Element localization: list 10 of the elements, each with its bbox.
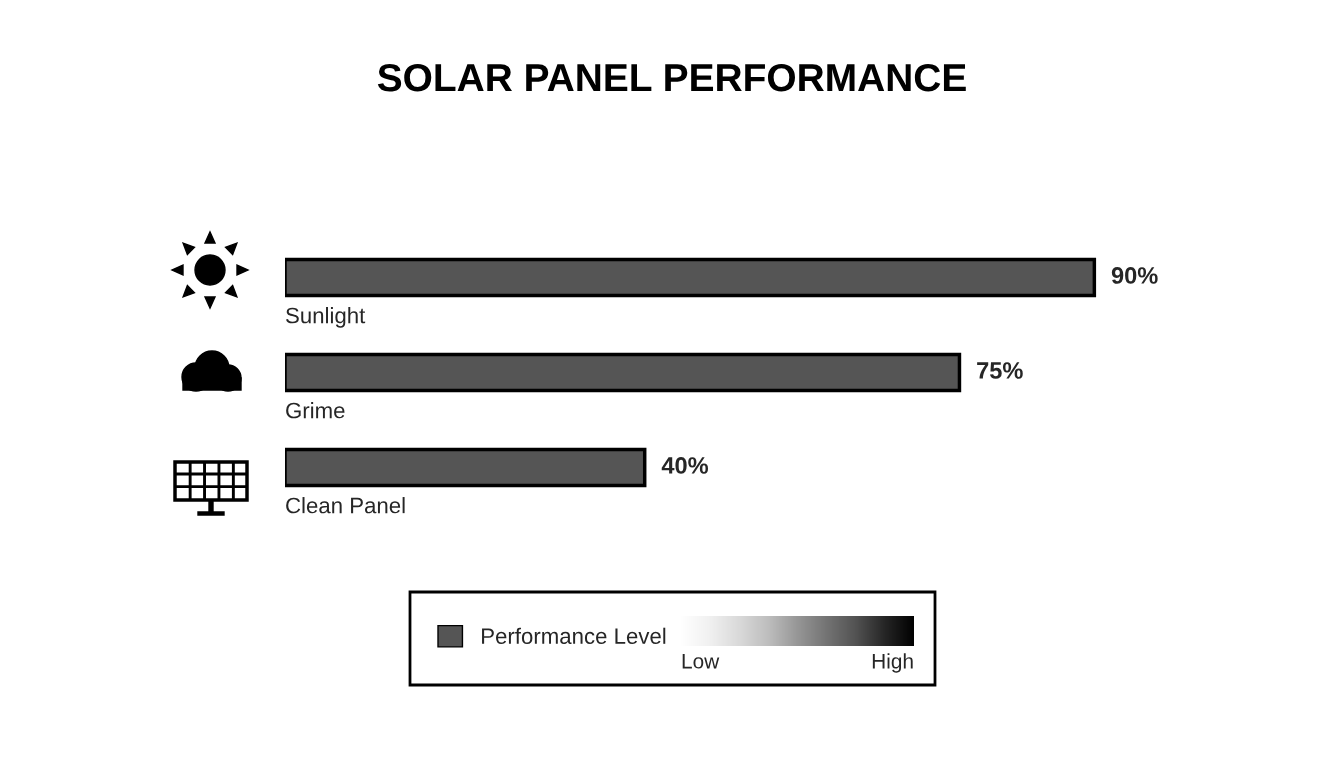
text: Low <box>682 654 720 669</box>
y-tick-label: Sunlight <box>286 307 366 328</box>
chart-title: SOLAR PANEL PERFORMANCE <box>377 63 966 92</box>
y-tick-label: Grime <box>286 402 345 419</box>
data-label: 75% <box>977 362 1023 379</box>
y-tick-label: Clean Panel <box>286 497 405 514</box>
text: High <box>872 653 913 673</box>
legend-label: Performance Level <box>482 627 666 645</box>
data-label: 90% <box>1111 267 1158 284</box>
data-label: 40% <box>661 457 709 474</box>
